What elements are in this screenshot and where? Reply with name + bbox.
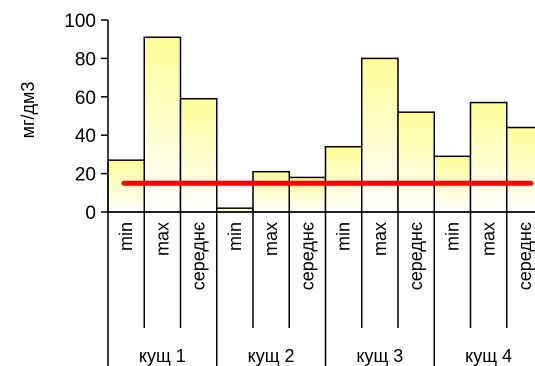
bar (107, 159, 145, 213)
x-tick-label: min (116, 222, 136, 251)
x-tick-label: max (370, 222, 390, 256)
group-label: кущ 3 (356, 346, 403, 366)
y-tick-label: 20 (75, 165, 96, 186)
group-label: кущ 1 (139, 346, 186, 366)
y-tick-label: 60 (75, 88, 96, 109)
y-tick-label: 80 (75, 49, 96, 70)
x-tick-label: середнє (406, 222, 426, 290)
group-label: кущ 2 (248, 346, 295, 366)
bar (252, 170, 290, 213)
y-tick-label: 40 (75, 126, 96, 147)
x-tick-label: середнє (189, 222, 209, 290)
x-tick-label: середнє (515, 222, 535, 290)
x-tick-label: середнє (297, 222, 317, 290)
bar (179, 97, 218, 213)
bar (506, 126, 535, 213)
y-tick-label: 100 (64, 11, 96, 32)
x-tick-label: min (334, 222, 354, 251)
x-tick-label: min (442, 222, 462, 251)
bar (143, 36, 182, 213)
x-tick-label: min (225, 222, 245, 251)
bar (469, 101, 508, 213)
group-label: кущ 4 (465, 346, 512, 366)
y-axis-label: мг/дм3 (18, 82, 38, 139)
bar (324, 145, 363, 213)
x-tick-label: max (261, 222, 281, 256)
x-tick-label: max (479, 222, 499, 256)
bar (397, 111, 435, 213)
y-tick-label: 0 (85, 203, 96, 224)
bar (361, 57, 399, 213)
x-tick-label: max (152, 222, 172, 256)
